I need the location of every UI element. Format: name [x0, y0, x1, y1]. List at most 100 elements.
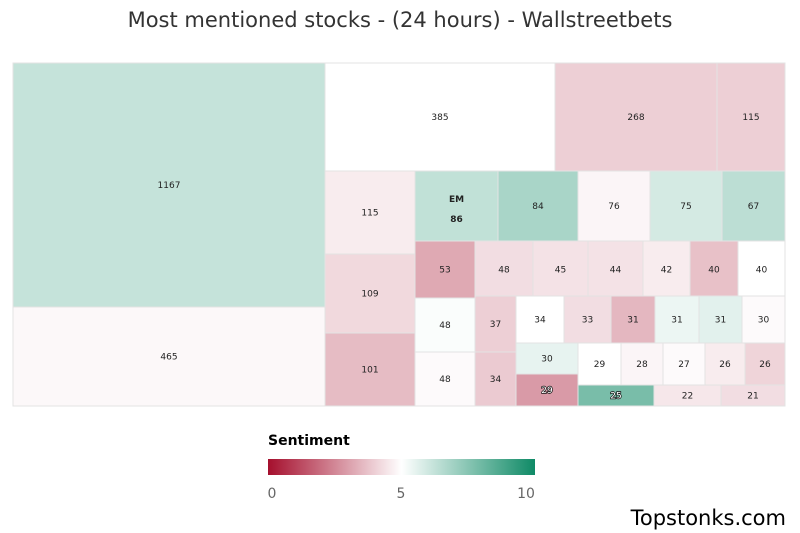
treemap-cell[interactable]: 31	[654, 295, 700, 344]
treemap-cell[interactable]: 31	[610, 295, 656, 344]
treemap-cell-rect	[532, 240, 589, 299]
treemap-cell[interactable]: 45	[532, 240, 589, 299]
treemap-cell[interactable]: 40	[737, 240, 786, 299]
treemap-cell[interactable]: 33	[563, 295, 612, 344]
treemap-cell-rect	[515, 295, 565, 344]
treemap-cell-label: 29	[594, 360, 606, 370]
treemap-cell-rect	[324, 253, 416, 334]
treemap-cell[interactable]: 30	[515, 342, 579, 375]
treemap-cell[interactable]: 31	[698, 295, 743, 344]
treemap-cell-label: 385	[431, 113, 448, 123]
treemap-cell-label: 42	[661, 266, 672, 276]
treemap-cell-label: 75	[680, 202, 691, 212]
treemap-cell[interactable]: 465	[12, 306, 326, 407]
treemap-cell-label: 86	[450, 215, 463, 225]
treemap-cell-label: 31	[715, 316, 726, 326]
treemap-cell-rect	[587, 240, 644, 299]
treemap-cell-label: 34	[534, 316, 546, 326]
legend-title: Sentiment	[268, 433, 350, 449]
treemap-cell[interactable]: 48	[474, 240, 534, 299]
treemap-cell-rect	[737, 240, 786, 299]
treemap-cell-rect	[324, 62, 556, 172]
treemap-cell-label: 21	[747, 392, 758, 402]
treemap-cell[interactable]: 29	[577, 342, 622, 386]
treemap-cell[interactable]: 115	[324, 170, 416, 255]
treemap-cell-label: 33	[582, 316, 593, 326]
treemap-cell-label: 53	[439, 266, 450, 276]
treemap-cell[interactable]: 115	[716, 62, 786, 172]
treemap-cell-rect	[414, 240, 476, 299]
treemap-cell-label: 465	[160, 353, 177, 363]
treemap-cell[interactable]: 26	[704, 342, 746, 386]
treemap-cell-rect	[554, 62, 718, 172]
treemap-cell-label: 76	[608, 202, 620, 212]
watermark-text: Topstonks.com	[630, 506, 786, 530]
treemap-cell-rect	[12, 62, 326, 308]
treemap-cell[interactable]: 30	[741, 295, 786, 344]
treemap-cell-label: 1167	[158, 181, 181, 191]
treemap-cell-label: 30	[541, 355, 553, 365]
treemap-cell[interactable]: 21	[720, 384, 786, 407]
treemap-cell-rect	[497, 170, 579, 242]
treemap-cell[interactable]: 28	[620, 342, 664, 386]
treemap-cell-rect	[414, 170, 499, 242]
treemap-chart: 1167 465 385 268 115 115 109 101 EM 86 84 76 75 67 53 4…	[12, 62, 786, 407]
treemap-cell-label: 268	[627, 113, 644, 123]
treemap-cell-rect	[741, 295, 786, 344]
chart-title: Most mentioned stocks - (24 hours) - Wal…	[127, 8, 673, 32]
treemap-cell-label: 44	[610, 266, 622, 276]
treemap-cell[interactable]: 385	[324, 62, 556, 172]
treemap-cell[interactable]: 27	[662, 342, 706, 386]
treemap-cell[interactable]: 67	[721, 170, 786, 242]
treemap-cell-rect	[744, 342, 786, 386]
treemap-cell-label: 40	[756, 266, 768, 276]
treemap-cell[interactable]: 40	[689, 240, 739, 299]
treemap-cell[interactable]: 48	[414, 351, 476, 407]
treemap-cell[interactable]: 22	[653, 384, 722, 407]
legend-tick-max: 10	[517, 486, 535, 502]
treemap-cell-label: 26	[719, 360, 731, 370]
treemap-cell[interactable]: 34	[474, 351, 517, 407]
treemap-cell[interactable]: 26	[744, 342, 786, 386]
treemap-cell-rect	[720, 384, 786, 407]
treemap-cell-label: 31	[671, 316, 682, 326]
treemap-cell[interactable]: 25	[577, 384, 655, 407]
treemap-cell-rect	[474, 240, 534, 299]
legend-tick-mid: 5	[396, 486, 406, 502]
treemap-cell-rect	[414, 351, 476, 407]
treemap-cell-rect	[12, 306, 326, 407]
treemap-cell[interactable]: 44	[587, 240, 644, 299]
treemap-cell-label: 48	[439, 321, 451, 331]
treemap-cell-label: 28	[636, 360, 648, 370]
treemap-cell-rect	[515, 342, 579, 375]
treemap-cell-label: 26	[759, 360, 771, 370]
treemap-cell-label: 27	[678, 360, 689, 370]
treemap-cell-rect	[642, 240, 691, 299]
treemap-cell-label: 84	[532, 202, 544, 212]
treemap-cell[interactable]: 84	[497, 170, 579, 242]
treemap-cell[interactable]: 48	[414, 297, 476, 353]
treemap-cell-label: 101	[361, 366, 378, 376]
treemap-cell[interactable]: EM 86	[414, 170, 499, 242]
treemap-cell-label: 37	[490, 320, 501, 330]
treemap-cell-label: 115	[742, 113, 759, 123]
treemap-cell[interactable]: 101	[324, 332, 416, 407]
treemap-cell-rect	[610, 295, 656, 344]
treemap-cell[interactable]: 76	[577, 170, 651, 242]
treemap-cell[interactable]: 53	[414, 240, 476, 299]
treemap-cell[interactable]: 29	[515, 373, 579, 407]
treemap-cell[interactable]: 37	[474, 295, 517, 353]
treemap-cell[interactable]: 109	[324, 253, 416, 334]
treemap-cell-rect	[563, 295, 612, 344]
treemap-cell-label: 29	[541, 386, 553, 396]
treemap-cell-label: 34	[490, 375, 502, 385]
treemap-cell-label: 31	[627, 316, 638, 326]
treemap-cell-label: 115	[361, 209, 378, 219]
treemap-cell[interactable]: 42	[642, 240, 691, 299]
treemap-cell-rect	[721, 170, 786, 242]
treemap-cell[interactable]: 75	[649, 170, 723, 242]
treemap-cell[interactable]: 1167	[12, 62, 326, 308]
treemap-cell-label: 30	[758, 316, 770, 326]
treemap-cell[interactable]: 34	[515, 295, 565, 344]
treemap-cell[interactable]: 268	[554, 62, 718, 172]
